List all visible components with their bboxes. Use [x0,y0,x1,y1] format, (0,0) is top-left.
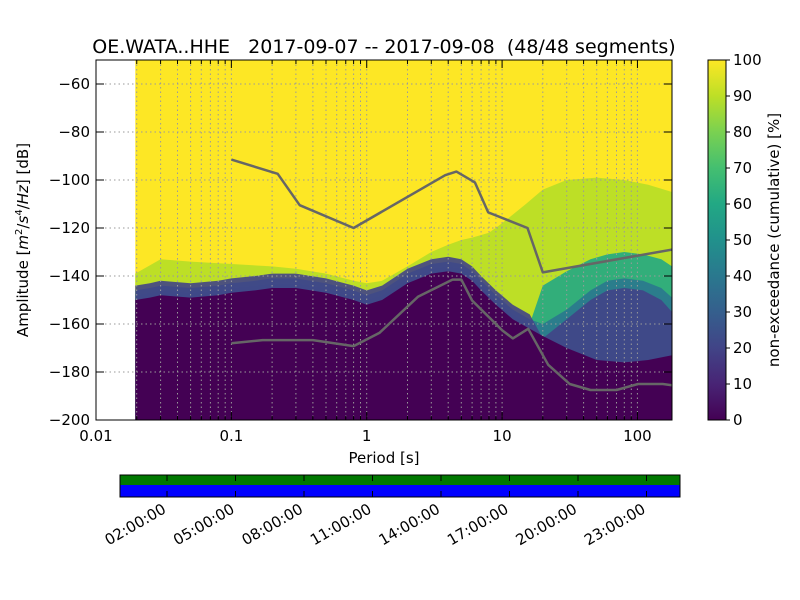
colorbar-tick-label: 70 [733,159,752,177]
time-tick-label: 14:00:00 [376,500,443,549]
x-axis-label: Period [s] [348,449,419,467]
y-tick-label: −200 [49,411,90,429]
colorbar [707,59,727,421]
y-tick-label: −100 [49,171,90,189]
noise-model-high [231,158,672,274]
colorbar-label: non-exceedance (cumulative) [%] [765,113,783,367]
x-tick-label: 0.01 [79,427,112,445]
colorbar-tick-label: 40 [733,267,752,285]
y-tick-label: −80 [58,123,90,141]
chart-title: OE.WATA..HHE 2017-09-07 -- 2017-09-08 (4… [92,36,675,58]
colorbar-tick-label: 50 [733,231,752,249]
time-tick-label: 11:00:00 [307,500,374,549]
x-tick-label: 0.1 [219,427,243,445]
coverage-bar-data [120,485,680,497]
colorbar-tick-label: 60 [733,195,752,213]
plot-frame [95,59,673,421]
y-tick-label: −160 [49,315,90,333]
time-tick-label: 23:00:00 [581,500,648,549]
y-tick-label: −180 [49,363,90,381]
x-tick-label: 10 [493,427,512,445]
coverage-bar-top [120,475,680,485]
y-axis-label: Amplitude [m2/s4/Hz] [dB] [14,143,32,337]
noise-model-low [231,278,672,392]
time-tick-label: 02:00:00 [102,500,169,549]
heatmap-region-0 [135,271,672,420]
colorbar-tick-label: 20 [733,339,752,357]
colorbar-tick-label: 30 [733,303,752,321]
y-tick-label: −60 [58,75,90,93]
colorbar-tick-label: 0 [733,411,743,429]
time-tick-label: 20:00:00 [513,500,580,549]
y-tick-label: −120 [49,219,90,237]
colorbar-tick-label: 90 [733,87,752,105]
coverage-bar-frame [119,474,681,498]
colorbar-tick-label: 10 [733,375,752,393]
time-tick-label: 05:00:00 [170,500,237,549]
colorbar-tick-label: 100 [733,51,762,69]
x-tick-label: 1 [362,427,372,445]
time-tick-label: 17:00:00 [444,500,511,549]
y-tick-label: −140 [49,267,90,285]
colorbar-tick-label: 80 [733,123,752,141]
time-tick-label: 08:00:00 [239,500,306,549]
x-tick-label: 100 [623,427,652,445]
